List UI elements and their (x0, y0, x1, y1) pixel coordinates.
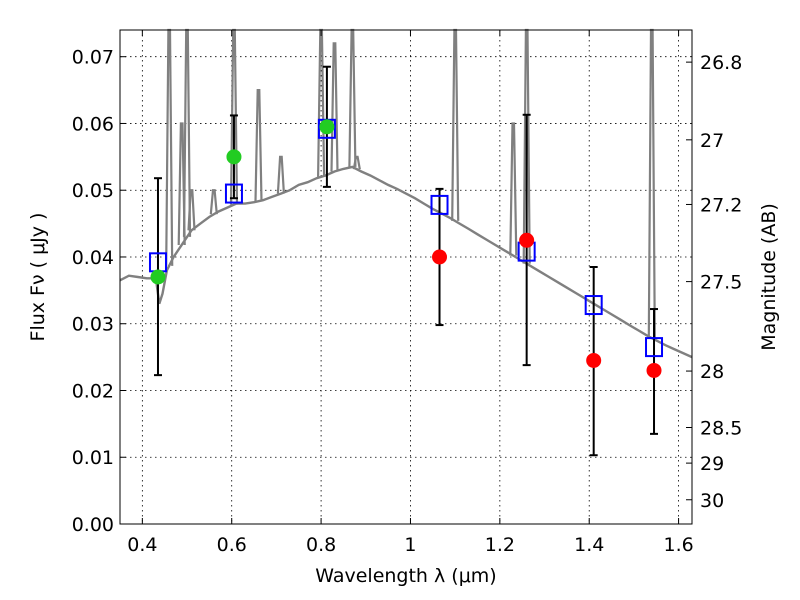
mag-tick-label: 27.5 (700, 272, 742, 294)
y-tick-label: 0.04 (72, 247, 114, 269)
model-sed-line (119, 165, 693, 359)
emission-line (352, 155, 361, 170)
y-tick-label: 0.05 (72, 180, 114, 202)
observed-flux-green-point (150, 269, 166, 285)
emission-line (209, 189, 218, 215)
observed-flux-red-point (646, 362, 662, 378)
mag-tick-label: 27 (700, 130, 724, 152)
mag-tick-label: 30 (700, 490, 724, 512)
emission-line (187, 189, 196, 231)
plot-frame (119, 29, 693, 525)
model-flux-square (584, 295, 603, 316)
mag-tick-label: 27.2 (700, 194, 742, 216)
plot-background (120, 30, 692, 524)
y-tick-label: 0.01 (72, 447, 114, 469)
x-tick-label: 0.8 (306, 534, 336, 556)
y-tick-label: 0.00 (72, 514, 114, 536)
observed-flux-red-point (586, 352, 602, 368)
model-flux-square (430, 194, 449, 215)
observed-flux-green-point (226, 149, 242, 165)
model-flux-square (224, 183, 243, 204)
x-tick-label: 1 (404, 534, 416, 556)
x-tick-label: 1.6 (663, 534, 693, 556)
grid (120, 30, 692, 525)
y-tick-label: 0.07 (72, 47, 114, 69)
mag-tick-label: 28.5 (700, 418, 742, 440)
y-tick-label: 0.06 (72, 113, 114, 135)
x-tick-label: 1.2 (485, 534, 515, 556)
emission-line (276, 155, 285, 194)
x-axis-title: Wavelength λ (μm) (315, 565, 496, 587)
y-tick-label: 0.02 (72, 380, 114, 402)
observed-flux-green-point (319, 119, 335, 135)
x-tick-label: 0.4 (127, 534, 157, 556)
y-tick-label: 0.03 (72, 314, 114, 336)
emission-line (509, 122, 518, 256)
mag-tick-label: 29 (700, 453, 724, 475)
emission-line (330, 42, 339, 172)
model-flux-square (645, 337, 664, 358)
mag-tick-label: 28 (700, 361, 724, 383)
emission-line (254, 89, 263, 202)
y2-axis-title: Magnitude (AB) (758, 203, 780, 351)
y-axis-title: Flux Fν ( μJy ) (27, 213, 49, 342)
mag-tick-label: 26.8 (700, 52, 742, 74)
x-tick-label: 0.6 (217, 534, 247, 556)
data-points (148, 118, 664, 378)
observed-flux-red-point (519, 232, 535, 248)
x-tick-label: 1.4 (574, 534, 604, 556)
axis-ticks: 0.4 0.6 0.8 1 1.2 1.4 1.6 0.00 0.01 0.02 0.03 0.04 0… (72, 30, 742, 556)
observed-flux-red-point (432, 249, 448, 265)
